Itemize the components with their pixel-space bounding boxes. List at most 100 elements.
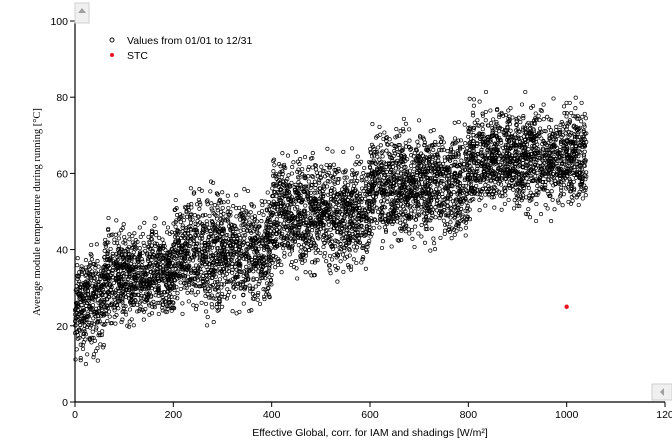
data-point (101, 300, 106, 305)
data-point (103, 277, 108, 282)
data-point (94, 325, 99, 330)
data-point (84, 268, 89, 273)
data-point (429, 226, 434, 231)
data-point (161, 241, 166, 246)
data-point (300, 260, 305, 266)
data-point (91, 355, 96, 360)
data-point (374, 220, 379, 226)
data-point (327, 253, 333, 258)
data-point (445, 208, 450, 213)
data-point (265, 190, 270, 195)
data-point (114, 278, 119, 283)
data-point (580, 114, 585, 119)
data-point (271, 169, 276, 174)
data-point (131, 250, 136, 255)
y-tick-label: 0 (62, 397, 68, 409)
data-point (124, 312, 129, 317)
data-point (263, 199, 268, 204)
data-point (109, 303, 114, 308)
data-point (205, 323, 210, 328)
data-point (471, 97, 477, 102)
data-point (313, 186, 318, 191)
data-point (94, 320, 99, 325)
data-point (293, 258, 298, 264)
data-point (159, 273, 164, 278)
data-point (372, 153, 377, 158)
data-point (85, 313, 90, 318)
data-point (211, 320, 216, 325)
data-point (76, 281, 81, 286)
data-point (92, 286, 97, 291)
data-point (552, 207, 557, 212)
data-point (111, 295, 116, 300)
data-point (140, 259, 145, 264)
data-point (189, 290, 194, 295)
data-point (121, 283, 126, 288)
data-point (154, 233, 159, 238)
data-point (107, 314, 112, 319)
data-point (138, 300, 143, 305)
data-point (127, 232, 132, 237)
data-point (351, 257, 356, 262)
data-point (344, 175, 349, 180)
data-point (141, 278, 147, 283)
data-point (158, 290, 163, 295)
data-point (214, 216, 220, 221)
data-point (100, 329, 105, 334)
data-point (136, 263, 141, 268)
data-point (153, 216, 158, 221)
data-point (173, 263, 178, 269)
data-point (80, 298, 86, 303)
data-point (94, 270, 99, 275)
data-point (93, 314, 98, 319)
data-point (163, 248, 168, 253)
data-point (112, 237, 117, 242)
data-point (154, 254, 159, 259)
data-point (255, 297, 260, 302)
data-point (117, 263, 123, 268)
data-point (548, 128, 553, 133)
data-point (193, 307, 199, 312)
data-point (441, 182, 446, 187)
data-point (100, 311, 105, 316)
data-point (138, 295, 143, 300)
data-point (150, 255, 155, 260)
data-point (188, 186, 193, 191)
data-point (81, 308, 86, 313)
data-point (173, 224, 178, 229)
data-point (214, 236, 219, 241)
data-point (480, 127, 485, 132)
data-point (94, 294, 99, 299)
data-point (164, 283, 169, 288)
data-point (198, 202, 203, 207)
data-point (137, 246, 142, 251)
data-point (88, 325, 93, 330)
data-point (363, 196, 368, 201)
data-point (115, 272, 120, 277)
data-point (82, 329, 87, 334)
data-point (166, 276, 171, 281)
data-point (106, 257, 111, 262)
x-tick-label: 200 (165, 409, 183, 421)
data-point (110, 254, 115, 259)
data-point (400, 204, 406, 209)
data-point (136, 257, 141, 262)
data-point (138, 276, 143, 281)
data-point (103, 244, 108, 249)
data-point (154, 263, 159, 268)
data-point (146, 234, 151, 240)
data-point (141, 317, 146, 322)
data-point (145, 244, 150, 249)
data-point (120, 298, 125, 303)
data-point (277, 225, 282, 230)
data-point (370, 122, 375, 127)
data-point (527, 215, 533, 220)
data-point (108, 261, 113, 266)
data-point (234, 193, 239, 198)
data-point (310, 228, 315, 233)
data-point (98, 284, 104, 289)
data-point (102, 298, 107, 303)
data-point (112, 240, 117, 245)
data-point (102, 312, 107, 317)
data-point (211, 254, 216, 259)
